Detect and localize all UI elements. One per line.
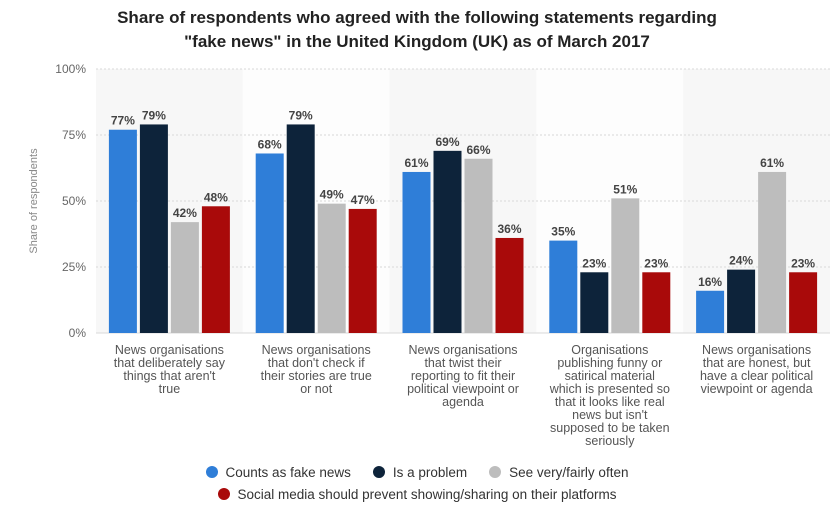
data-label: 16% [698,275,722,289]
data-label: 68% [258,137,282,151]
legend-dot-icon [372,466,385,478]
data-label: 79% [142,108,166,122]
x-category-label-line: that it looks like real [555,395,665,409]
data-label: 61% [404,156,428,170]
bar [201,206,230,333]
bar [402,171,431,333]
x-category-label-line: which is presented so [549,382,670,396]
legend-item[interactable]: See very/fairly often [489,465,628,480]
x-category-label-line: true [159,382,181,396]
bar [108,129,137,333]
legend-dot-icon [217,488,230,500]
bar [642,272,671,333]
y-axis-label: Share of respondents [28,148,40,254]
x-category-label-line: that twist their [424,356,501,370]
x-category-label-line: that deliberately say [114,356,226,370]
data-label: 69% [435,135,459,149]
x-category-label-line: satirical material [565,369,655,383]
x-category-label-line: seriously [585,434,635,448]
bar [549,240,578,333]
bar [727,269,756,333]
bar [433,150,462,333]
bar [611,198,640,333]
x-category-label-line: their stories are true [261,369,372,383]
legend-label: See very/fairly often [509,464,629,480]
bar [286,124,315,333]
y-tick-label: 0% [69,326,87,340]
x-category-label-line: Organisations [571,343,648,357]
bar [580,272,609,333]
bar [255,153,284,333]
bar [139,124,168,333]
legend-item[interactable]: Counts as fake news [205,464,351,480]
x-category-label-line: News organisations [262,343,371,357]
bar [495,237,524,333]
x-category-label-line: agenda [442,395,484,409]
bar [789,272,818,333]
legend-row: Social media should prevent showing/shar… [0,483,834,505]
legend-item[interactable]: Is a problem [372,464,468,480]
x-category-label-line: News organisations [115,343,224,357]
data-label: 42% [173,206,197,220]
x-category-label-line: political viewpoint or [407,382,519,396]
legend-label: Social media should prevent showing/shar… [237,486,617,502]
x-category-label-line: publishing funny or [557,356,662,370]
legend-row: Counts as fake news Is a problem See very/… [0,461,834,483]
legend: Counts as fake news Is a problem See very/… [0,461,834,505]
bar-chart: 0% 25% 50% 75% 100% Share of respondents 77% 68… [28,62,830,448]
legend-item[interactable]: Social media should prevent showing/shar… [217,486,617,502]
bar [317,203,346,333]
data-label: 77% [111,114,135,128]
x-category-label-line: things that aren't [123,369,216,383]
bar [464,158,493,333]
data-label: 23% [791,256,815,270]
x-category-label-line: viewpoint or agenda [701,382,813,396]
x-category-label-line: that are honest, but [703,356,811,370]
chart-title: Share of respondents who agreed with the… [0,6,834,54]
data-label: 48% [204,190,228,204]
data-label: 24% [729,254,753,268]
bar [758,171,787,333]
legend-label: Counts as fake news [225,464,351,480]
x-category-label: News organisations that twist their report… [407,343,519,409]
x-category-label: Organisations publishing funny or satirica… [549,343,670,448]
x-category-label: News organisations that are honest, but ha… [700,343,813,396]
x-category-label-line: that don't check if [268,356,365,370]
x-category-label: News organisations that don't check if the… [261,343,372,396]
bar [170,222,199,333]
chart-title-line-2: "fake news" in the United Kingdom (UK) a… [184,32,650,51]
data-label: 36% [497,222,521,236]
data-label: 66% [466,143,490,157]
x-category-label-line: News organisations [408,343,517,357]
data-label: 51% [613,182,637,196]
x-category-label-line: reporting to fit their [411,369,515,383]
data-label: 79% [289,108,313,122]
y-tick-label: 25% [62,260,86,274]
x-category-label-line: News organisations [702,343,811,357]
chart-title-line-1: Share of respondents who agreed with the… [117,8,717,27]
x-category-label-line: news but isn't [572,408,648,422]
x-category-label-line: supposed to be taken [550,421,670,435]
legend-dot-icon [205,466,218,478]
x-category-label-line: have a clear political [700,369,813,383]
data-label: 49% [320,188,344,202]
y-tick-label: 50% [62,194,86,208]
y-tick-label: 100% [55,62,86,76]
legend-dot-icon [489,466,502,478]
data-label: 35% [551,225,575,239]
data-label: 23% [582,256,606,270]
legend-label: Is a problem [392,464,468,480]
data-label: 61% [760,156,784,170]
x-category-label: News organisations that deliberately say t… [114,343,226,396]
x-category-label-line: or not [300,382,332,396]
y-tick-label: 75% [62,128,86,142]
bar [348,208,377,333]
bar [696,290,725,333]
data-label: 47% [351,193,375,207]
data-label: 23% [644,256,668,270]
